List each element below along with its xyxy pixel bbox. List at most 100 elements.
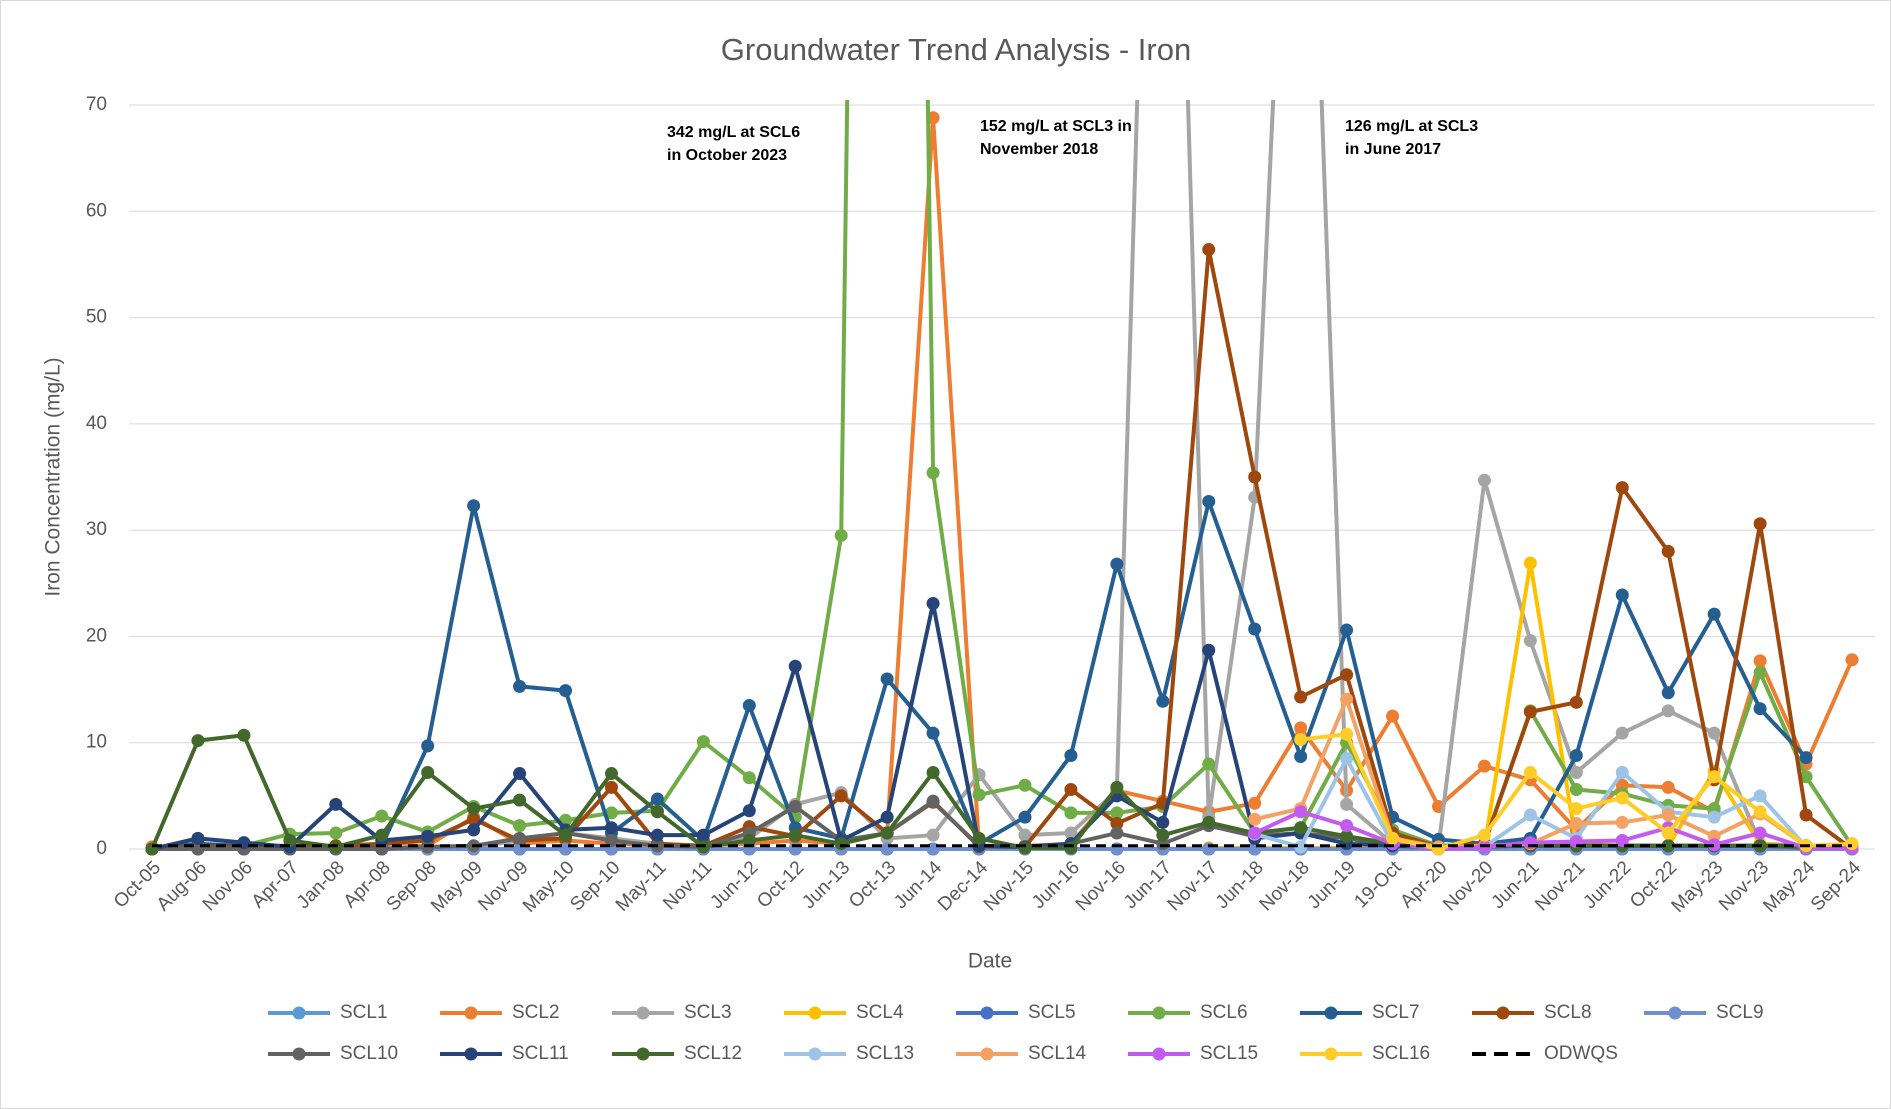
data-point: [1615, 726, 1629, 740]
data-point: [1707, 838, 1721, 852]
data-point: [1294, 690, 1308, 704]
data-point: [559, 684, 573, 698]
legend-label: ODWQS: [1544, 1043, 1618, 1064]
data-point: [1064, 826, 1078, 840]
data-point: [1615, 765, 1629, 779]
data-point: [650, 792, 664, 806]
legend-marker: [464, 1047, 478, 1061]
data-point: [604, 821, 618, 835]
legend-label: SCL6: [1200, 1002, 1248, 1023]
data-point: [788, 659, 802, 673]
data-point: [1294, 721, 1308, 735]
data-point: [1523, 808, 1537, 822]
data-point: [283, 833, 297, 847]
data-point: [1018, 778, 1032, 792]
data-point: [1340, 623, 1354, 637]
data-point: [1386, 831, 1400, 845]
legend-marker: [292, 1006, 306, 1020]
data-point: [421, 739, 435, 753]
data-point: [742, 771, 756, 785]
annotation: 342 mg/L at SCL6: [667, 124, 800, 141]
data-point: [1569, 816, 1583, 830]
data-point: [742, 699, 756, 713]
data-point: [1248, 622, 1262, 636]
data-point: [1799, 751, 1813, 765]
data-point: [1661, 808, 1675, 822]
data-point: [1753, 702, 1767, 716]
data-point: [1615, 481, 1629, 495]
data-point: [1753, 517, 1767, 531]
series-line: [1254, 697, 1853, 849]
data-point: [467, 823, 481, 837]
data-point: [604, 767, 618, 781]
y-tick-label: 20: [86, 625, 107, 646]
data-point: [1615, 833, 1629, 847]
data-point: [1523, 705, 1537, 719]
data-point: [1615, 815, 1629, 829]
data-point: [513, 793, 527, 807]
data-point: [1248, 826, 1262, 840]
data-point: [513, 767, 527, 781]
data-point: [1386, 709, 1400, 723]
legend-label: SCL16: [1372, 1043, 1430, 1064]
data-point: [1615, 588, 1629, 602]
data-point: [880, 826, 894, 840]
annotation: in October 2023: [667, 147, 787, 164]
data-point: [1110, 826, 1124, 840]
y-tick-label: 40: [86, 413, 107, 434]
data-point: [926, 596, 940, 610]
data-point: [375, 828, 389, 842]
data-point: [604, 780, 618, 794]
data-point: [1018, 841, 1032, 855]
data-point: [1753, 826, 1767, 840]
legend-marker: [980, 1047, 994, 1061]
data-point: [742, 833, 756, 847]
legend-label: SCL3: [684, 1002, 732, 1023]
series-line: [1253, 809, 1852, 851]
data-point: [1661, 544, 1675, 558]
data-point: [926, 726, 940, 740]
data-point: [1753, 789, 1767, 803]
data-point: [1569, 782, 1583, 796]
data-point: [191, 734, 205, 748]
legend-label: SCL14: [1028, 1043, 1087, 1064]
data-point: [1018, 828, 1032, 842]
data-point: [1569, 802, 1583, 816]
data-point: [421, 765, 435, 779]
data-point: [1110, 557, 1124, 571]
data-point: [421, 829, 435, 843]
series-line: [1254, 756, 1852, 850]
data-point: [604, 806, 618, 820]
data-point: [513, 679, 527, 693]
y-tick-label: 30: [86, 519, 107, 540]
y-axis-title: Iron Concentration (mg/L): [42, 357, 65, 596]
data-point: [1294, 750, 1308, 764]
data-point: [329, 826, 343, 840]
data-point: [1799, 808, 1813, 822]
legend-label: SCL5: [1028, 1002, 1076, 1023]
legend-label: SCL13: [856, 1043, 914, 1064]
data-point: [1156, 815, 1170, 829]
legend-marker: [1324, 1006, 1338, 1020]
data-point: [1477, 473, 1491, 487]
plot-area: [145, 100, 1859, 856]
y-tick-label: 10: [86, 732, 107, 753]
legend-marker: [1324, 1047, 1338, 1061]
data-point: [1110, 816, 1124, 830]
data-point: [926, 794, 940, 808]
y-tick-label: 50: [86, 307, 107, 328]
data-point: [972, 788, 986, 802]
data-point: [1753, 666, 1767, 680]
data-point: [467, 802, 481, 816]
annotation: November 2018: [980, 141, 1098, 158]
y-tick-label: 60: [86, 200, 107, 221]
data-point: [1064, 748, 1078, 762]
data-point: [696, 735, 710, 749]
data-point: [788, 828, 802, 842]
legend-label: SCL10: [340, 1043, 398, 1064]
legend-marker: [1668, 1006, 1682, 1020]
data-point: [926, 466, 940, 480]
legend-marker: [980, 1006, 994, 1020]
data-point: [1661, 780, 1675, 794]
legend-label: SCL4: [856, 1002, 904, 1023]
